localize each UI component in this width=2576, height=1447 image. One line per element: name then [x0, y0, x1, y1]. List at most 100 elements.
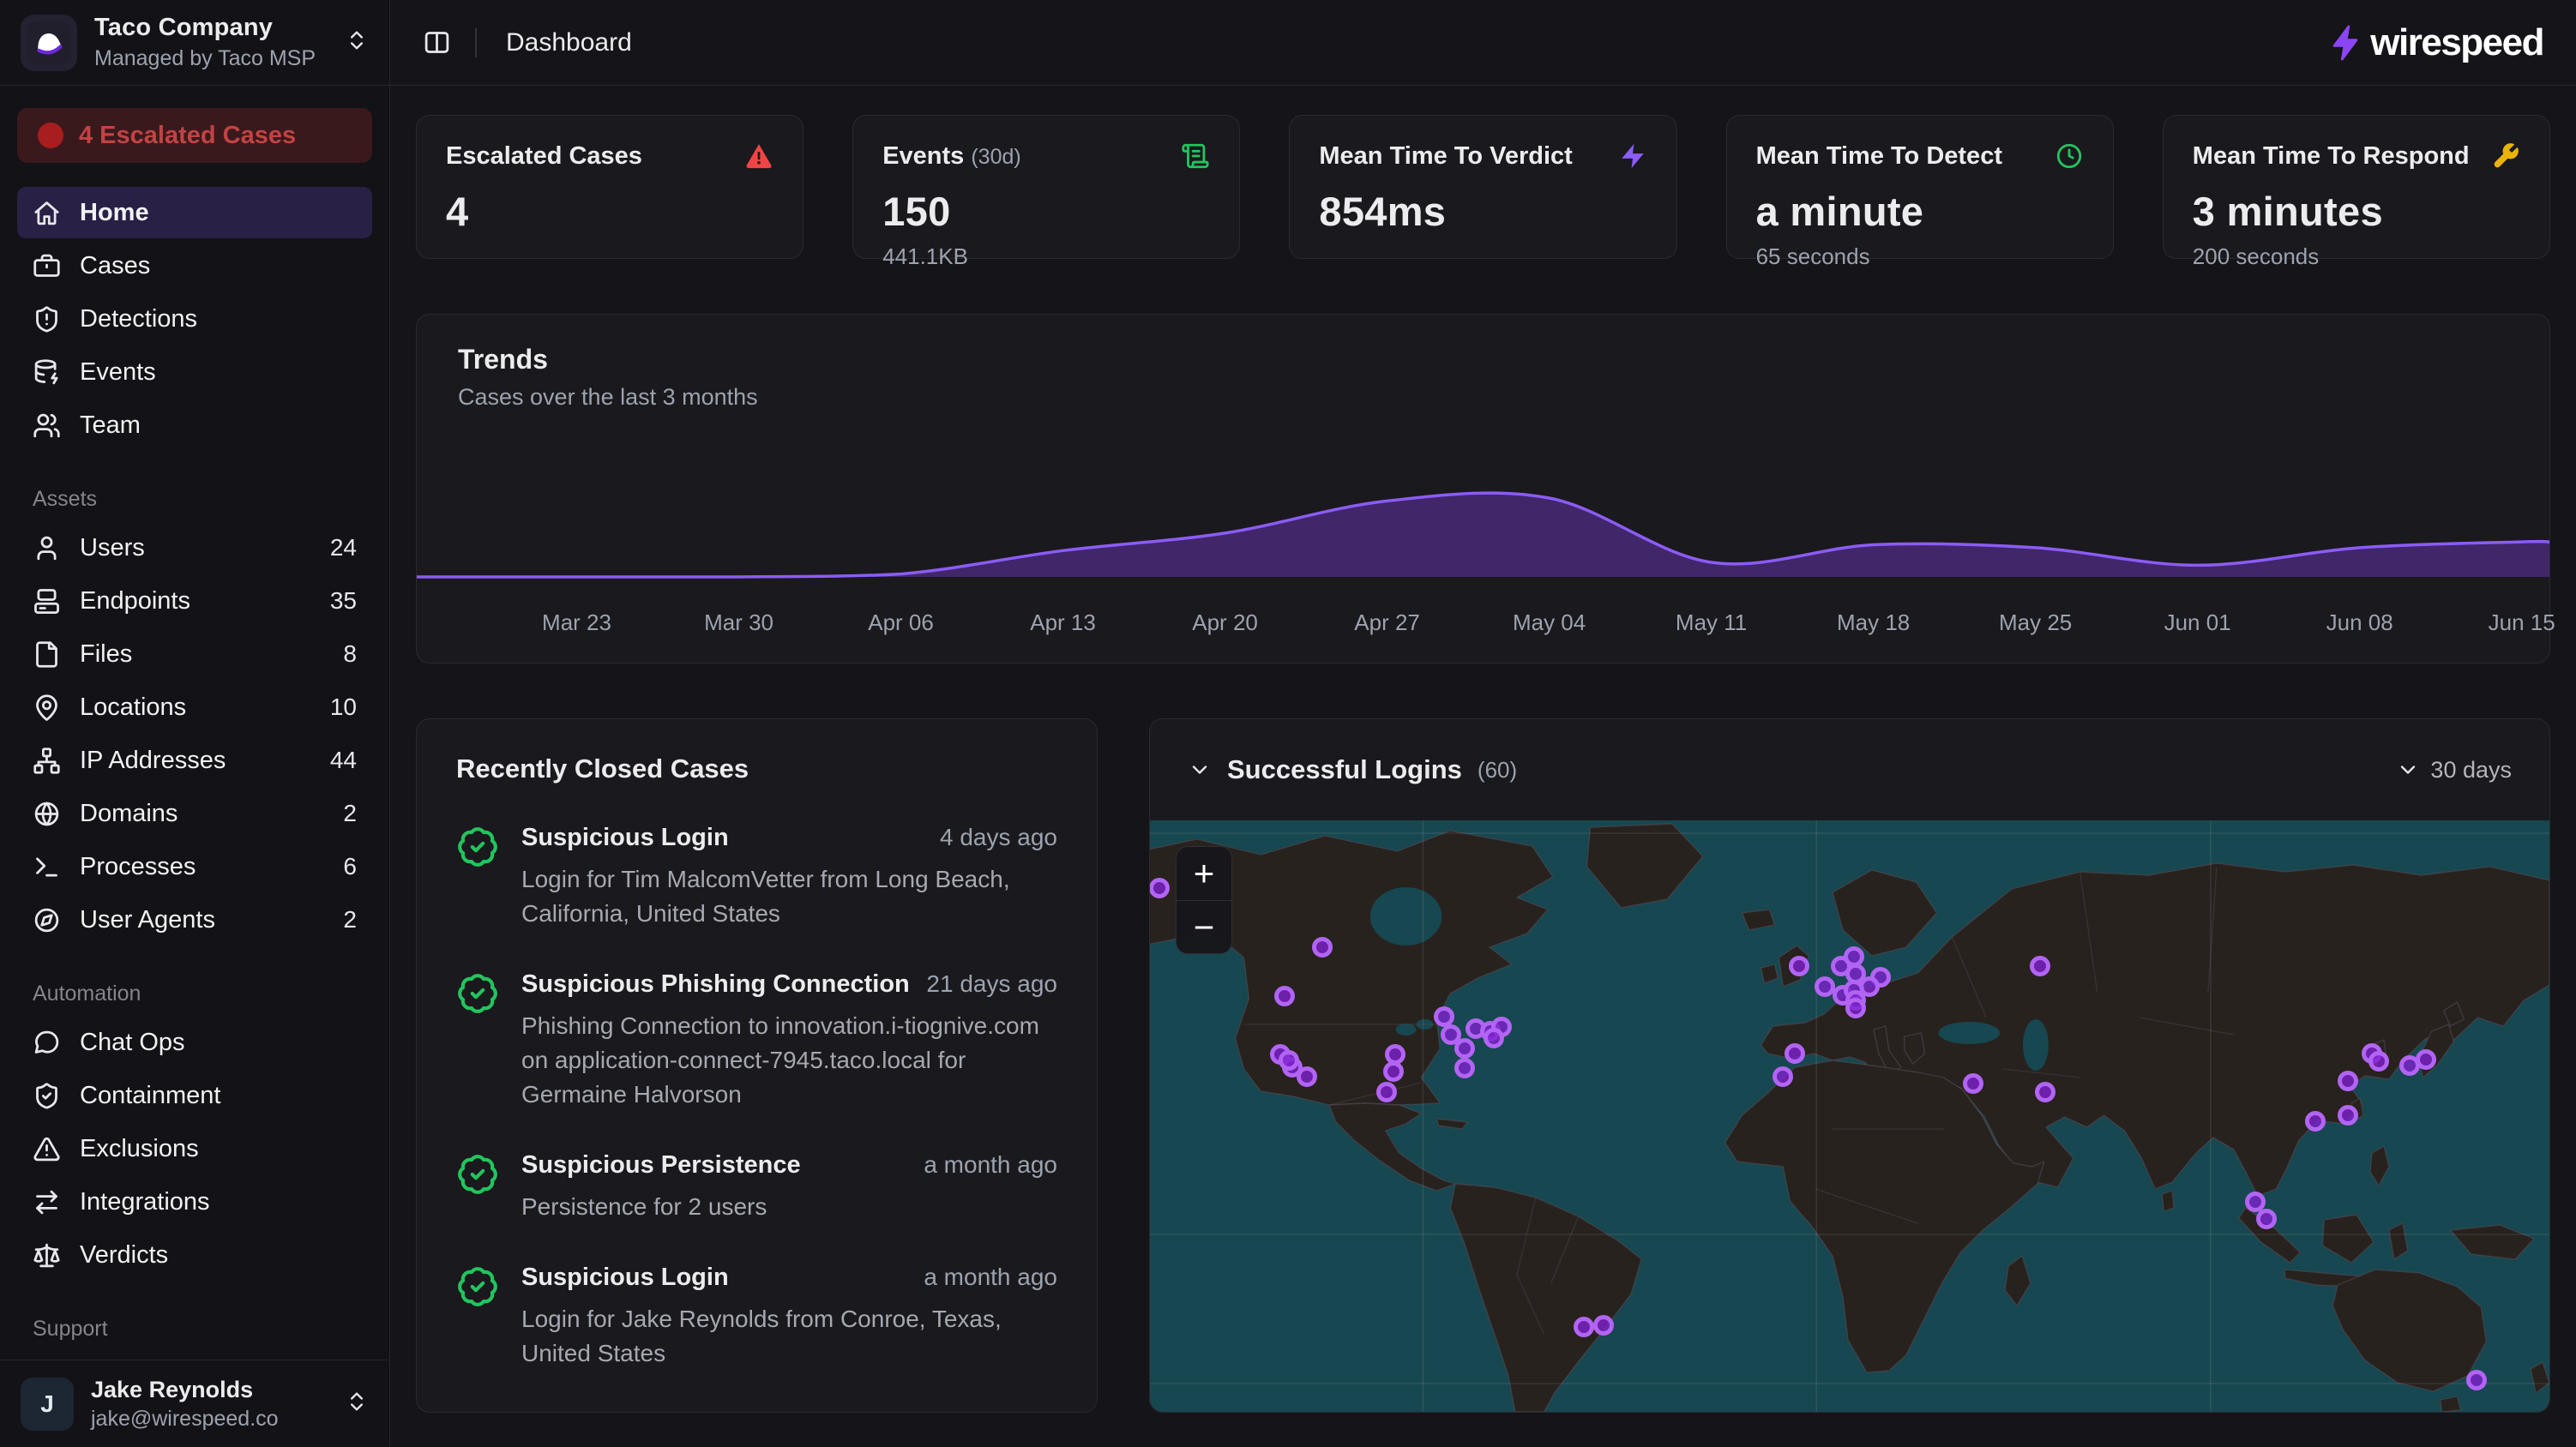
sidebar-item-files[interactable]: Files 8: [17, 628, 372, 680]
sidebar-item-ip-addresses[interactable]: IP Addresses 44: [17, 735, 372, 786]
login-location-dot[interactable]: [1573, 1316, 1594, 1337]
login-location-dot[interactable]: [1814, 976, 1835, 997]
sidebar-item-label: Home: [80, 198, 149, 226]
login-location-dot[interactable]: [2029, 956, 2050, 977]
login-location-dot[interactable]: [1962, 1073, 1983, 1095]
badge-check-icon: [456, 972, 499, 1015]
login-location-dot[interactable]: [2416, 1049, 2437, 1071]
stat-value: a minute: [1755, 189, 1924, 234]
login-location-dot[interactable]: [1273, 985, 1295, 1006]
sidebar-item-chat[interactable]: Chat: [17, 1352, 372, 1360]
login-location-dot[interactable]: [1454, 1058, 1476, 1079]
x-tick-label: May 04: [1512, 609, 1586, 635]
sidebar-item-label: Chat Ops: [80, 1028, 185, 1056]
sidebar-item-locations[interactable]: Locations 10: [17, 681, 372, 733]
login-location-dot[interactable]: [1433, 1006, 1454, 1028]
network-icon: [33, 747, 61, 775]
sidebar-item-domains[interactable]: Domains 2: [17, 788, 372, 839]
sidebar-item-exclusions[interactable]: Exclusions: [17, 1123, 372, 1174]
sidebar-item-verdicts[interactable]: Verdicts: [17, 1229, 372, 1281]
user-menu[interactable]: J Jake Reynolds jake@wirespeed.co: [0, 1360, 389, 1447]
sidebar-item-integrations[interactable]: Integrations: [17, 1176, 372, 1228]
login-location-dot[interactable]: [2256, 1209, 2278, 1230]
sidebar-item-team[interactable]: Team: [17, 399, 372, 451]
date-range-value: 30 days: [2430, 756, 2512, 783]
stat-card-mean-time-to-respond[interactable]: Mean Time To Respond 3 minutes 200 secon…: [2162, 115, 2550, 269]
login-location-dot[interactable]: [1296, 1066, 1317, 1088]
world-map[interactable]: + −: [1150, 820, 2549, 1412]
stat-title: Events (30d): [882, 141, 1021, 170]
case-description: Login for Jake Reynolds from Conroe, Tex…: [521, 1306, 1002, 1367]
zoom-out-button[interactable]: −: [1177, 900, 1231, 953]
sidebar-item-label: Events: [80, 357, 156, 386]
dashboard-content: Escalated Cases 4 Events (30d) 150 441.1…: [390, 86, 2576, 1447]
sidebar-item-detections[interactable]: Detections: [17, 293, 372, 345]
stat-subvalue: 441.1KB: [882, 243, 968, 269]
login-location-dot[interactable]: [1785, 1042, 1806, 1064]
sidebar-item-label: Integrations: [80, 1187, 210, 1216]
zoom-in-button[interactable]: +: [1193, 853, 1215, 893]
sidebar-item-processes[interactable]: Processes 6: [17, 841, 372, 892]
case-time: a month ago: [924, 1264, 1057, 1291]
sidebar-toggle-button[interactable]: [423, 28, 451, 57]
login-location-dot[interactable]: [2305, 1111, 2326, 1132]
org-switcher[interactable]: Taco Company Managed by Taco MSP: [0, 0, 389, 86]
area-chart-svg: [417, 491, 2549, 579]
login-location-dot[interactable]: [2337, 1104, 2358, 1126]
user-name: Jake Reynolds: [91, 1376, 254, 1402]
badge-check-icon: [456, 1412, 499, 1413]
map-card-count: (60): [1477, 756, 1518, 783]
org-name: Taco Company: [94, 14, 274, 41]
briefcase-icon: [33, 252, 61, 280]
sidebar-item-containment[interactable]: Containment: [17, 1070, 372, 1121]
login-location-dot[interactable]: [2035, 1081, 2056, 1102]
sidebar-item-user-agents[interactable]: User Agents 2: [17, 894, 372, 946]
badge-check-icon: [456, 1153, 499, 1196]
sidebar-item-label: Locations: [80, 693, 187, 721]
collapse-chevron-icon[interactable]: [1188, 758, 1212, 782]
stat-card-mean-time-to-detect[interactable]: Mean Time To Detect a minute 65 seconds: [1725, 115, 2114, 269]
sidebar-item-home[interactable]: Home: [17, 187, 372, 238]
login-location-dot[interactable]: [2337, 1071, 2358, 1092]
login-location-dot[interactable]: [1592, 1315, 1614, 1336]
count-badge: 6: [343, 853, 357, 880]
chevrons-up-down-icon[interactable]: [345, 28, 369, 57]
bottom-row: Recently Closed Cases Suspicious Login 4…: [416, 718, 2550, 1413]
case-list-item[interactable]: Suspicious Login a month ago Login for J…: [456, 1264, 1057, 1371]
login-location-dot[interactable]: [1454, 1038, 1476, 1060]
login-location-dot[interactable]: [1789, 955, 1810, 976]
login-location-dot[interactable]: [1382, 1061, 1404, 1083]
chevrons-up-down-icon[interactable]: [345, 1390, 369, 1418]
sidebar-item-chat-ops[interactable]: Chat Ops: [17, 1017, 372, 1068]
case-list-item[interactable]: Suspicious Phishing Connection 21 days a…: [456, 970, 1057, 1112]
database-zap-icon: [33, 358, 61, 387]
sidebar-item-endpoints[interactable]: Endpoints 35: [17, 575, 372, 627]
stat-title: Mean Time To Respond: [2192, 141, 2470, 170]
login-location-dot[interactable]: [1278, 1050, 1299, 1072]
case-list-item[interactable]: Suspicious Login 4 days ago Login for Ti…: [456, 824, 1057, 931]
sidebar-item-events[interactable]: Events: [17, 346, 372, 398]
stat-card-escalated-cases[interactable]: Escalated Cases 4: [416, 115, 804, 259]
login-location-dot[interactable]: [1845, 998, 1866, 1019]
login-location-dot[interactable]: [1150, 878, 1171, 899]
stat-card-mean-time-to-verdict[interactable]: Mean Time To Verdict 854ms: [1289, 115, 1677, 259]
shield-alert-icon: [33, 305, 61, 333]
case-list-item[interactable]: Suspicious Persistence a month ago Persi…: [456, 1151, 1057, 1224]
badge-check-icon: [456, 1265, 499, 1308]
login-location-dot[interactable]: [1375, 1082, 1397, 1103]
sidebar-item-label: Users: [80, 533, 145, 561]
login-location-dot[interactable]: [1484, 1027, 1505, 1048]
login-location-dot[interactable]: [1311, 937, 1333, 958]
login-location-dot[interactable]: [2368, 1050, 2389, 1072]
login-location-dot[interactable]: [2466, 1369, 2488, 1390]
sidebar-item-label: Files: [80, 639, 133, 668]
trends-area-chart[interactable]: [417, 448, 2549, 594]
date-range-dropdown[interactable]: 30 days: [2396, 757, 2512, 784]
case-time: 4 days ago: [940, 824, 1057, 850]
stat-card-events[interactable]: Events (30d) 150 441.1KB: [852, 115, 1241, 269]
sidebar-item-cases[interactable]: Cases: [17, 240, 372, 291]
sidebar-item-users[interactable]: Users 24: [17, 522, 372, 573]
case-list-item[interactable]: Suspicious Persistence a month ago: [456, 1410, 1057, 1413]
escalated-cases-banner[interactable]: 4 Escalated Cases: [17, 108, 372, 163]
login-location-dot[interactable]: [1772, 1066, 1793, 1088]
